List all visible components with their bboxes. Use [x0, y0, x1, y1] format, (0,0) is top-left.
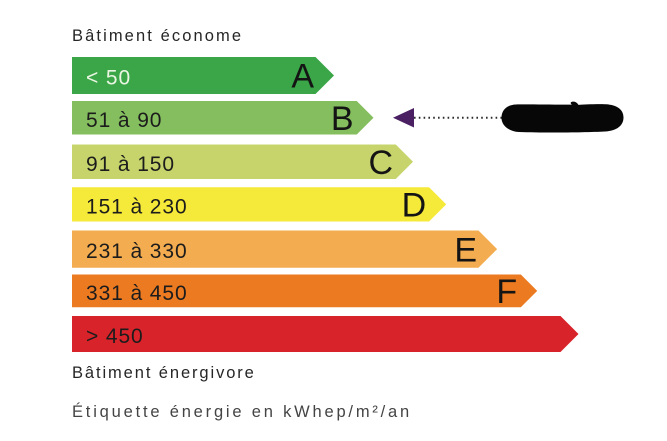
svg-text:151 à 230: 151 à 230: [86, 195, 188, 218]
svg-text:331 à 450: 331 à 450: [86, 282, 188, 305]
svg-text:Bâtiment énergivore: Bâtiment énergivore: [72, 364, 256, 382]
svg-text:F: F: [496, 273, 517, 311]
svg-text:> 450: > 450: [86, 325, 144, 348]
svg-text:91 à 150: 91 à 150: [86, 153, 175, 176]
svg-text:A: A: [291, 58, 314, 96]
svg-text:E: E: [454, 231, 477, 269]
svg-text:Bâtiment économe: Bâtiment économe: [72, 27, 243, 45]
svg-text:D: D: [402, 187, 427, 225]
svg-text:231 à 330: 231 à 330: [86, 240, 188, 263]
svg-text:B: B: [331, 100, 354, 138]
svg-text:Étiquette énergie en kWhep/m²/: Étiquette énergie en kWhep/m²/an: [72, 402, 412, 421]
svg-text:C: C: [368, 144, 393, 182]
svg-text:51 à 90: 51 à 90: [86, 109, 162, 132]
svg-text:< 50: < 50: [86, 67, 131, 90]
